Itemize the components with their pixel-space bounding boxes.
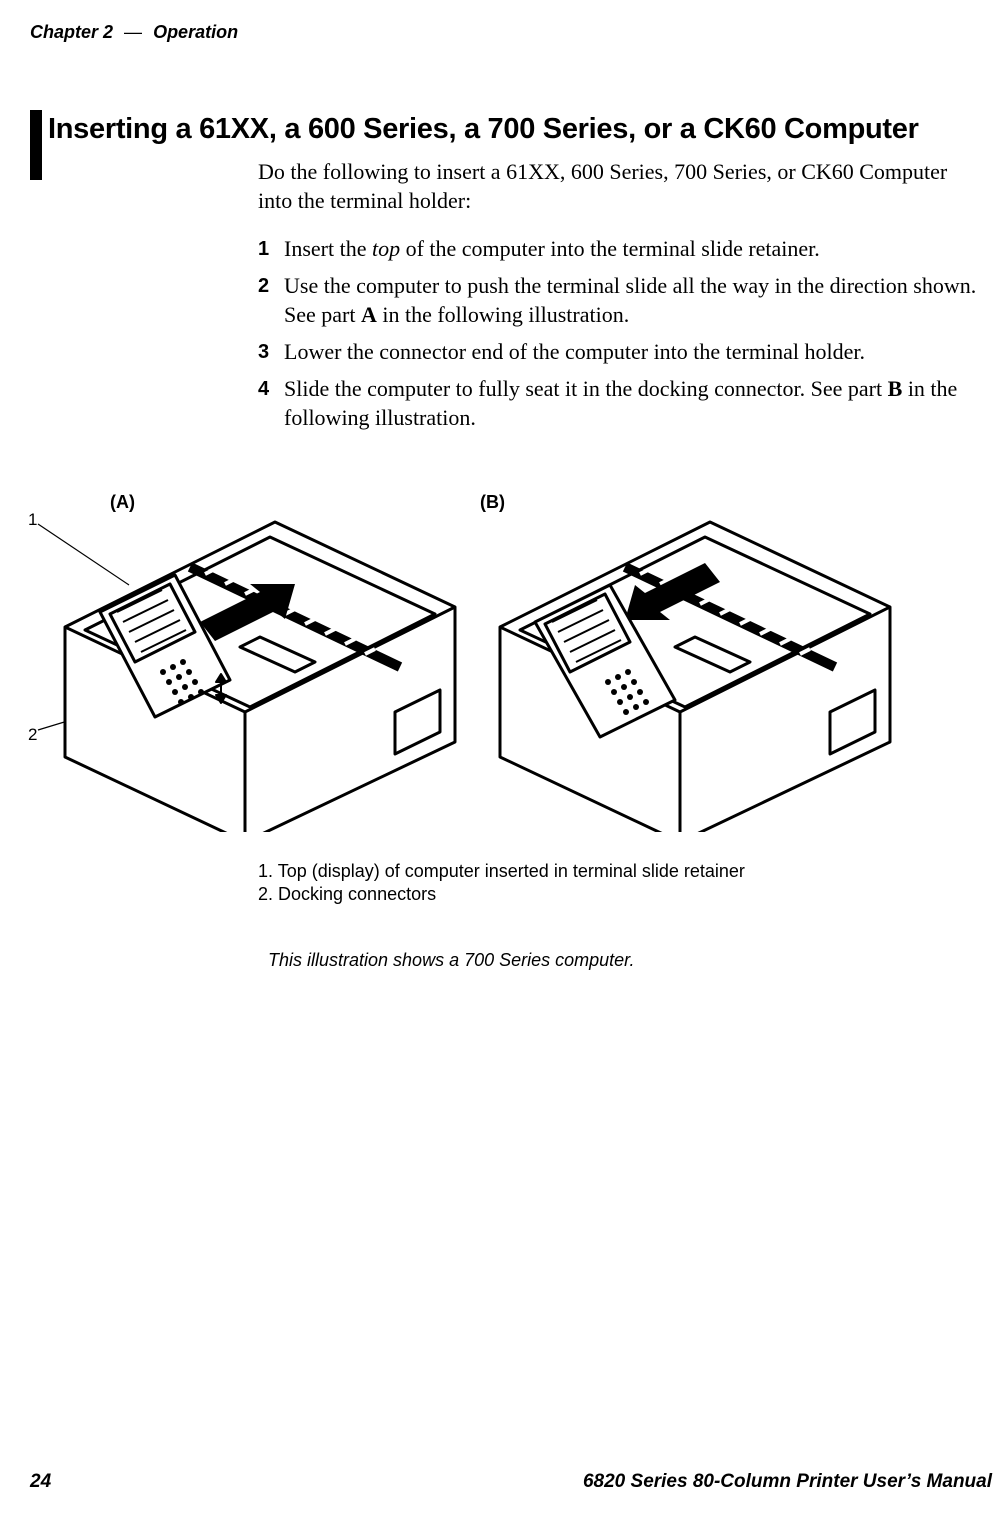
step-number: 1 bbox=[258, 234, 284, 263]
intro-paragraph: Do the following to insert a 61XX, 600 S… bbox=[258, 158, 982, 215]
printer-illustration-b bbox=[475, 512, 905, 832]
legend-line-1: 1. Top (display) of computer inserted in… bbox=[258, 860, 745, 883]
step-body: Slide the computer to fully seat it in t… bbox=[284, 374, 982, 432]
page-number: 24 bbox=[30, 1471, 51, 1493]
figure-legend: 1. Top (display) of computer inserted in… bbox=[258, 860, 745, 905]
step-item: 2 Use the computer to push the terminal … bbox=[258, 271, 982, 329]
printer-illustration-a bbox=[45, 512, 465, 832]
section-title: Operation bbox=[153, 22, 238, 42]
step-body: Lower the connector end of the computer … bbox=[284, 337, 982, 366]
figure-label-b: (B) bbox=[480, 492, 505, 513]
step-number: 2 bbox=[258, 271, 284, 329]
step-item: 3 Lower the connector end of the compute… bbox=[258, 337, 982, 366]
ordered-steps: 1 Insert the top of the computer into th… bbox=[258, 226, 982, 432]
step-item: 4 Slide the computer to fully seat it in… bbox=[258, 374, 982, 432]
heading-accent-bar bbox=[30, 110, 42, 180]
manual-title: 6820 Series 80-Column Printer User’s Man… bbox=[583, 1471, 992, 1493]
step-number: 4 bbox=[258, 374, 284, 432]
header-dash: — bbox=[124, 22, 142, 42]
running-header: Chapter 2 — Operation bbox=[30, 22, 238, 43]
legend-line-2: 2. Docking connectors bbox=[258, 883, 745, 906]
step-item: 1 Insert the top of the computer into th… bbox=[258, 234, 982, 263]
step-number: 3 bbox=[258, 337, 284, 366]
chapter-label: Chapter 2 bbox=[30, 22, 113, 42]
figure-caption: This illustration shows a 700 Series com… bbox=[268, 950, 635, 971]
step-body: Insert the top of the computer into the … bbox=[284, 234, 982, 263]
page-footer: 24 6820 Series 80-Column Printer User’s … bbox=[30, 1471, 992, 1493]
figure: (A) (B) 1 2 bbox=[20, 500, 982, 840]
figure-label-a: (A) bbox=[110, 492, 135, 513]
step-body: Use the computer to push the terminal sl… bbox=[284, 271, 982, 329]
